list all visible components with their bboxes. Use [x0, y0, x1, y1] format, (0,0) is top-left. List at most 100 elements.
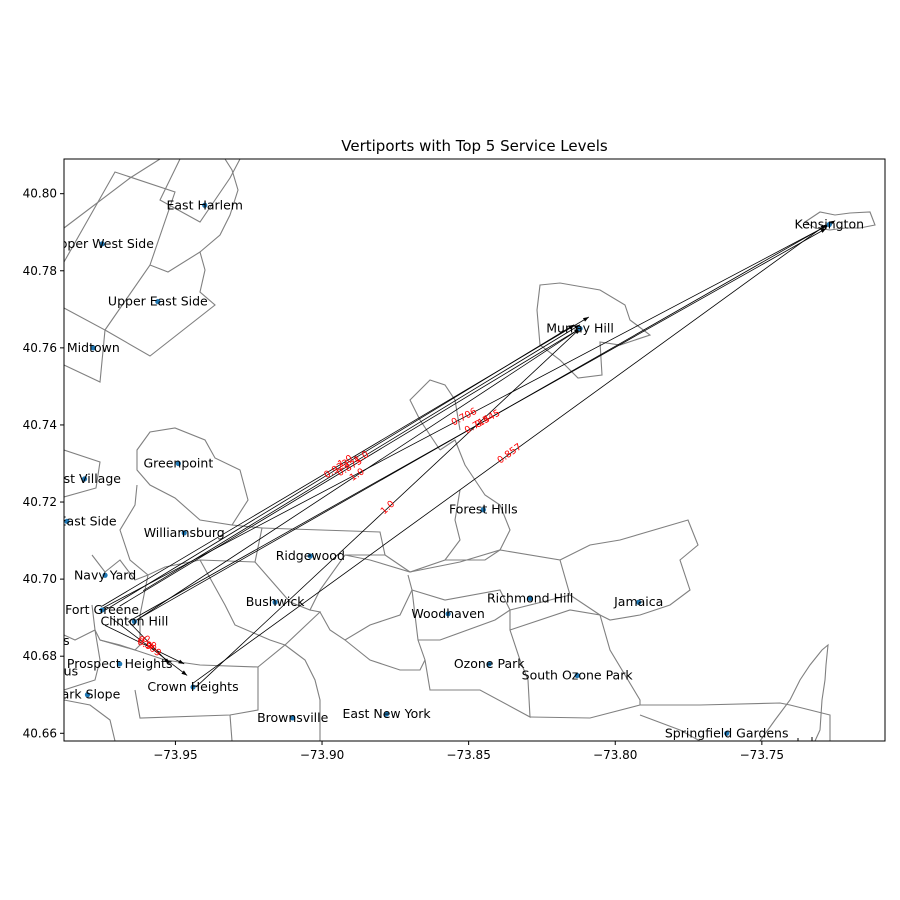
route-line — [104, 625, 185, 665]
vertiport-marker — [190, 684, 196, 690]
vertiport-marker — [486, 661, 492, 667]
vertiport-label: Upper West Side — [50, 236, 154, 251]
vertiport-marker — [117, 661, 123, 667]
boundary-east-ny — [344, 639, 426, 671]
route-line — [140, 220, 836, 619]
vertiport-marker — [175, 460, 181, 467]
vertiport-marker — [290, 715, 296, 721]
x-tick-label: −73.85 — [446, 748, 490, 762]
vertiport-label: Clinton Hill — [100, 614, 168, 629]
y-tick-label: 40.80 — [23, 187, 57, 201]
boundary-east-river-ue — [199, 159, 239, 253]
vertiport-label: Brownsville — [257, 710, 329, 725]
boundary-far-east — [759, 643, 829, 741]
vertiport-marker — [826, 221, 832, 228]
vertiport-label: Forest Hills — [449, 502, 518, 517]
route-arrowhead — [178, 659, 185, 664]
vertiport-marker — [307, 553, 313, 559]
vertiport-label: Gardens — [17, 633, 69, 648]
y-tick-label: 40.68 — [23, 649, 57, 663]
y-tick-label: 40.72 — [23, 495, 57, 509]
boundary-upper-east — [104, 251, 216, 357]
y-tick-label: 40.66 — [23, 726, 57, 740]
vertiport-label: Murray Hill — [546, 321, 614, 336]
vertiport-label: Ozone Park — [454, 656, 525, 671]
y-tick-label: 40.78 — [23, 264, 57, 278]
boundary-queens-mid — [409, 379, 461, 451]
vertiport-marker — [527, 595, 533, 601]
route-arrowhead — [181, 670, 188, 676]
vertiport-marker — [64, 518, 70, 524]
vertiport-markers — [64, 202, 832, 736]
service-routes — [98, 220, 836, 688]
boundary-navy-yard — [91, 554, 149, 581]
plot-frame — [63, 158, 886, 742]
vertiport-labels: East Harlem Upper West Side Upper East Sid… — [17, 197, 864, 740]
vertiport-label: Williamsburg — [144, 525, 225, 540]
boundary-crown-south — [229, 714, 233, 741]
vertiport-label: Springfield Gardens — [665, 725, 789, 740]
vertiport-marker — [131, 618, 137, 625]
plot-area: 0.9231.00.7060.7140.5451.01.00.8570.9090… — [17, 159, 876, 741]
route-arrowhead — [574, 324, 581, 330]
boundary-upper-west — [64, 171, 176, 266]
vertiport-marker — [90, 345, 96, 351]
vertiport-label: Crown Heights — [147, 679, 238, 694]
x-tick-label: −73.75 — [740, 748, 784, 762]
y-axis: 40.66 40.68 40.70 40.72 40.74 40.76 40.78 40.80 — [23, 187, 64, 740]
y-tick-label: 40.74 — [23, 418, 57, 432]
vertiport-label: East New York — [342, 706, 431, 721]
vertiport-label: Ridgewood — [276, 548, 345, 563]
boundary-greenpoint — [136, 427, 249, 526]
route-arrowhead — [582, 317, 589, 322]
boundary-harlem-block — [159, 159, 241, 223]
route-line — [192, 224, 827, 684]
route-arrowhead — [164, 658, 170, 664]
boundary-brownsville — [257, 644, 321, 741]
vertiport-marker — [445, 611, 451, 617]
route-line — [134, 328, 581, 622]
route-line — [98, 224, 830, 611]
boundary-midtown-west — [64, 307, 106, 383]
vertiport-marker — [84, 692, 91, 698]
route-line — [142, 324, 581, 592]
route-line — [101, 316, 590, 607]
vertiport-label: Fort Greene — [65, 602, 139, 617]
boundary-woodhaven — [411, 589, 511, 641]
route-arrowhead — [820, 224, 827, 230]
vertiport-label: Park Slope — [55, 687, 121, 702]
vertiport-marker — [272, 599, 278, 605]
vertiport-label: Midtown — [67, 340, 120, 355]
vertiport-marker — [181, 530, 187, 536]
vertiport-marker — [81, 476, 88, 482]
y-tick-label: 40.70 — [23, 572, 57, 586]
vertiport-marker — [155, 299, 161, 305]
vertiport-marker — [636, 599, 642, 605]
boundary-ridgewood — [254, 527, 386, 611]
x-tick-label: −73.90 — [300, 748, 344, 762]
x-tick-label: −73.95 — [153, 748, 197, 762]
boundary-park-slope — [64, 699, 116, 741]
vertiport-marker — [102, 572, 108, 578]
vertiport-label: East Harlem — [167, 197, 243, 212]
vertiport-marker — [99, 607, 105, 613]
x-axis: −73.95 −73.90 −73.85 −73.80 −73.75 — [153, 741, 784, 762]
y-tick-label: 40.76 — [23, 341, 57, 355]
vertiport-label: Upper East Side — [108, 294, 208, 309]
route-line — [119, 328, 581, 607]
chart-title: Vertiports with Top 5 Service Levels — [341, 137, 608, 155]
vertiport-label: Greenpoint — [143, 455, 213, 470]
vertiport-marker — [99, 241, 105, 247]
boundary-crown-heights — [134, 649, 259, 719]
route-line — [195, 328, 581, 688]
boundary-prospect — [64, 629, 101, 691]
boundary-south-ozone — [509, 609, 641, 719]
vertiport-marker — [577, 325, 583, 332]
vertiport-label: Prospect Heights — [67, 656, 173, 671]
boundary-forest-hills — [439, 439, 511, 561]
vertiport-label: Lower East Side — [17, 513, 117, 528]
vertiport-marker — [383, 711, 390, 717]
vertiport-label: Navy Yard — [74, 567, 136, 582]
boundary-springfield-south — [639, 714, 701, 741]
